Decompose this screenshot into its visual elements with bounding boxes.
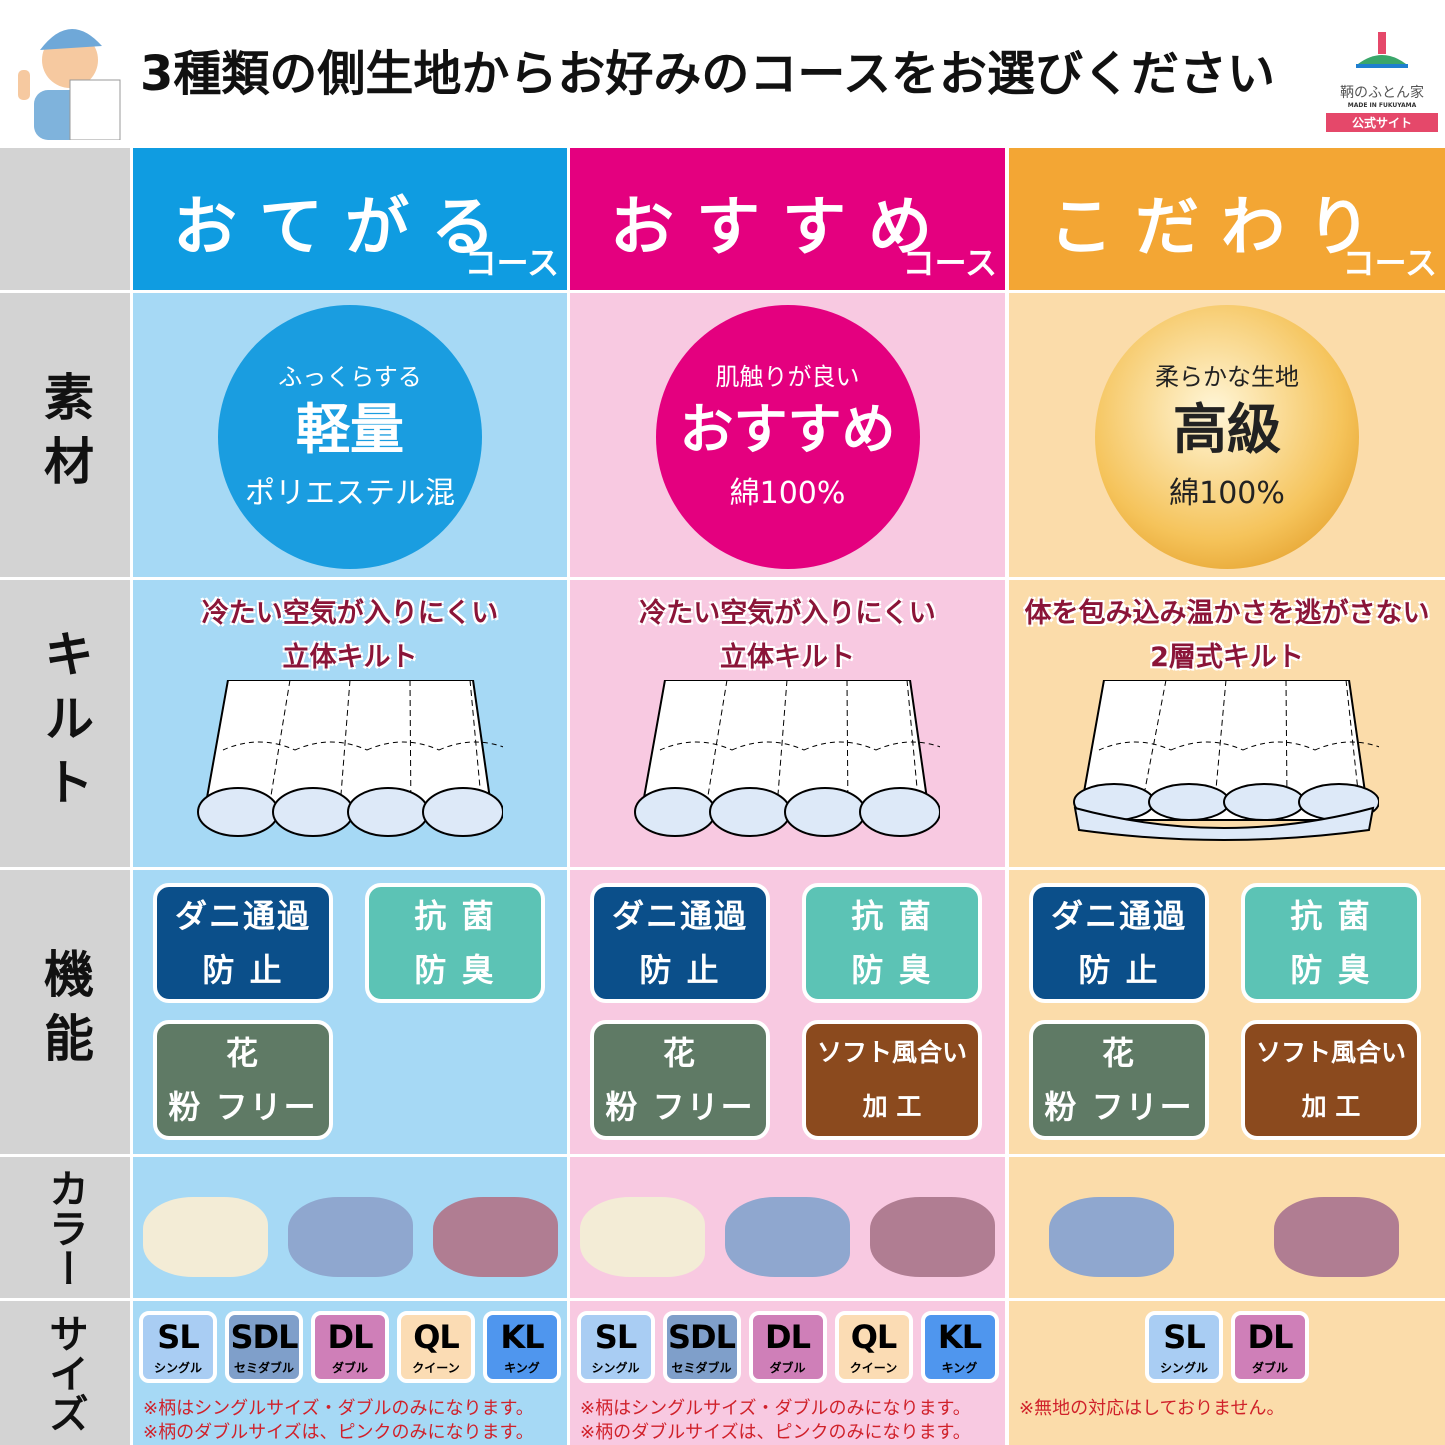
size-sl-badge[interactable]: SL シングル [576, 1311, 655, 1383]
feature-badge: ソフト風合い加 工 [1241, 1020, 1421, 1140]
material-cell: 柔らかな生地 高級 綿100% [1009, 293, 1445, 577]
feature-badge: 花粉 フリー [1029, 1020, 1209, 1140]
course-suffix: コース [464, 244, 559, 282]
size-sl-badge[interactable]: SL シングル [139, 1311, 217, 1383]
course-name: おてがる [173, 191, 517, 265]
futon-ivory-swatch[interactable] [580, 1197, 705, 1277]
size-notes: ※無地の対応はしておりません。 [1019, 1398, 1285, 1419]
course-header[interactable]: おすすめ コース [570, 148, 1005, 290]
official-site-badge[interactable]: 公式サイト [1326, 113, 1438, 132]
size-cell: SL シングル DL ダブル ※無地の対応はしておりません。 [1009, 1301, 1445, 1445]
quilt-cell: 冷たい空気が入りにくい 立体キルト [133, 580, 567, 867]
feature-badge: ダニ通過防 止 [153, 883, 333, 1003]
futon-blue-pattern-swatch[interactable] [288, 1197, 413, 1277]
size-ql-badge[interactable]: QL クイーン [397, 1311, 475, 1383]
size-notes: ※柄はシングルサイズ・ダブルのみになります。 ※柄のダブルサイズは、ピンクのみにな… [580, 1398, 971, 1443]
course-header[interactable]: こだわり コース [1009, 148, 1445, 290]
course-suffix: コース [902, 244, 997, 282]
feature-badge: 抗 菌防 臭 [1241, 883, 1421, 1003]
size-kl-badge[interactable]: KL キング [920, 1311, 999, 1383]
quilt-description: 冷たい空気が入りにくい 立体キルト [201, 598, 499, 673]
feature-badge: 抗 菌防 臭 [365, 883, 545, 1003]
size-cell: SL シングル SDL セミダブル DL ダブル QL クイーン KL キング ※柄はシングルサイ… [570, 1301, 1005, 1445]
row-label-material: 素材 [0, 293, 130, 577]
futon-pink-pattern-swatch[interactable] [433, 1197, 558, 1277]
color-cell [570, 1157, 1005, 1298]
material-badge: ふっくらする 軽量 ポリエステル混 [218, 305, 482, 569]
page-title: 3種類の側生地からお好みのコースをお選びください [140, 46, 1276, 102]
size-cell: SL シングル SDL セミダブル DL ダブル QL クイーン KL キング ※柄はシングルサイ… [133, 1301, 567, 1445]
course-header[interactable]: おてがる コース [133, 148, 567, 290]
quilt-diagram-icon [197, 680, 503, 837]
futon-ivory-swatch[interactable] [143, 1197, 268, 1277]
feature-badge: 花粉 フリー [153, 1020, 333, 1140]
quilt-description: 冷たい空気が入りにくい 立体キルト [639, 598, 936, 673]
feature-badge: ソフト風合い加 工 [802, 1020, 982, 1140]
course-name: こだわり [1049, 191, 1393, 265]
feature-badge: 花粉 フリー [590, 1020, 770, 1140]
row-label-quilt: キルト [0, 580, 130, 867]
size-dl-badge[interactable]: DL ダブル [1231, 1311, 1309, 1383]
material-cell: 肌触りが良い おすすめ 綿100% [570, 293, 1005, 577]
top-banner: 3種類の側生地からお好みのコースをお選びください 鞆のふとん家 MADE IN … [0, 0, 1445, 146]
quilt-diagram-icon [1073, 680, 1379, 841]
brand-logo[interactable]: 鞆のふとん家 MADE IN FUKUYAMA 公式サイト [1326, 24, 1438, 132]
course-column-0: おてがる コース ふっくらする 軽量 ポリエステル混 冷たい空気が入りにくい 立体… [133, 148, 567, 1445]
lighthouse-icon [1356, 32, 1408, 68]
color-cell [1009, 1157, 1445, 1298]
feature-badge: ダニ通過防 止 [1029, 883, 1209, 1003]
quilt-cell: 冷たい空気が入りにくい 立体キルト [570, 580, 1005, 867]
quilt-diagram-icon [634, 680, 940, 837]
course-column-2: こだわり コース 柔らかな生地 高級 綿100% 体を包み込み温かさを逃がさない… [1009, 148, 1445, 1445]
size-sl-badge[interactable]: SL シングル [1145, 1311, 1223, 1383]
size-ql-badge[interactable]: QL クイーン [834, 1311, 913, 1383]
row-label-function: 機能 [0, 870, 130, 1154]
feature-badge: 抗 菌防 臭 [802, 883, 982, 1003]
row-label-size: サイズ [0, 1301, 130, 1445]
material-cell: ふっくらする 軽量 ポリエステル混 [133, 293, 567, 577]
futon-pink-pattern-swatch[interactable] [1274, 1197, 1399, 1277]
size-dl-badge[interactable]: DL ダブル [748, 1311, 827, 1383]
course-name: おすすめ [610, 191, 954, 265]
quilt-description: 体を包み込み温かさを逃がさない 2層式キルト [1024, 598, 1430, 673]
material-badge: 柔らかな生地 高級 綿100% [1095, 305, 1359, 569]
futon-pink-pattern-swatch[interactable] [870, 1197, 995, 1277]
course-suffix: コース [1342, 244, 1437, 282]
quilt-cell: 体を包み込み温かさを逃がさない 2層式キルト [1009, 580, 1445, 867]
size-dl-badge[interactable]: DL ダブル [311, 1311, 389, 1383]
material-badge: 肌触りが良い おすすめ 綿100% [655, 305, 920, 569]
size-sdl-badge[interactable]: SDL セミダブル [662, 1311, 741, 1383]
staff-avatar-icon [18, 28, 121, 140]
row-label-blank [0, 148, 130, 290]
size-notes: ※柄はシングルサイズ・ダブルのみになります。 ※柄のダブルサイズは、ピンクのみにな… [143, 1398, 534, 1443]
course-column-1: おすすめ コース 肌触りが良い おすすめ 綿100% 冷たい空気が入りにくい 立体… [570, 148, 1005, 1445]
size-sdl-badge[interactable]: SDL セミダブル [225, 1311, 303, 1383]
feature-badge: ダニ通過防 止 [590, 883, 770, 1003]
color-cell [133, 1157, 567, 1298]
futon-blue-pattern-swatch[interactable] [725, 1197, 850, 1277]
row-label-color: カラー [0, 1157, 130, 1298]
size-kl-badge[interactable]: KL キング [483, 1311, 561, 1383]
futon-blue-pattern-swatch[interactable] [1049, 1197, 1174, 1277]
